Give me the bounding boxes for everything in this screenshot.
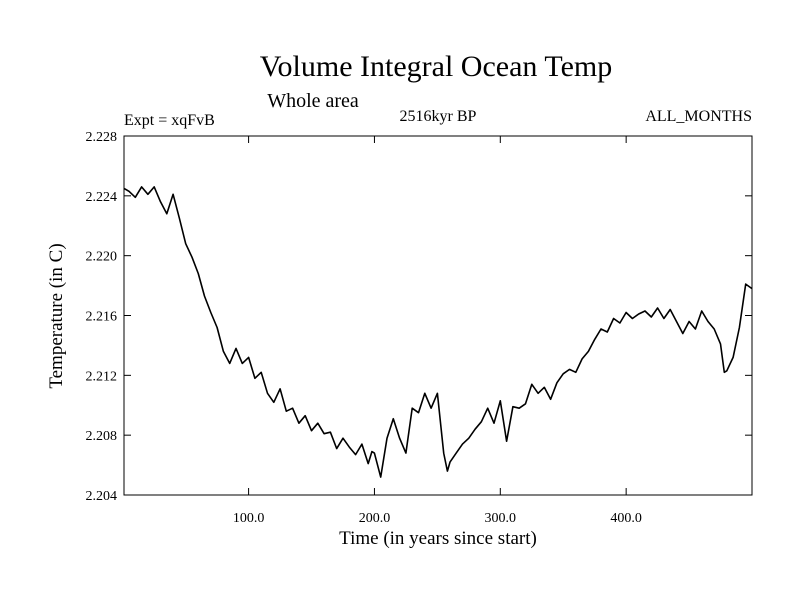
x-tick-label: 200.0	[359, 511, 391, 526]
x-tick-label: 300.0	[485, 511, 517, 526]
experiment-label: Expt = xqFvB	[124, 112, 215, 129]
x-tick-label: 400.0	[610, 511, 642, 526]
plot-frame	[123, 135, 753, 496]
y-axis-label: Temperature (in C)	[46, 243, 67, 388]
y-tick-label: 2.204	[86, 489, 118, 504]
months-label: ALL_MONTHS	[645, 108, 752, 125]
chart-subtitle: Whole area	[267, 90, 359, 112]
y-tick-label: 2.224	[86, 190, 118, 205]
chart-title: Volume Integral Ocean Temp	[260, 50, 613, 83]
x-axis-ticks: 100.0 200.0 300.0 400.0	[233, 136, 642, 526]
y-tick-label: 2.208	[86, 429, 118, 444]
x-axis-label: Time (in years since start)	[339, 528, 537, 549]
y-tick-label: 2.228	[86, 130, 118, 145]
y-axis-ticks: 2.204 2.208 2.212 2.216 2.220 2.224 2.228	[86, 130, 752, 504]
x-tick-label: 100.0	[233, 511, 265, 526]
period-label: 2516kyr BP	[400, 108, 477, 125]
y-tick-label: 2.212	[86, 369, 118, 384]
y-tick-label: 2.216	[86, 310, 118, 325]
temperature-series-line	[123, 186, 753, 478]
y-tick-label: 2.220	[86, 250, 118, 265]
